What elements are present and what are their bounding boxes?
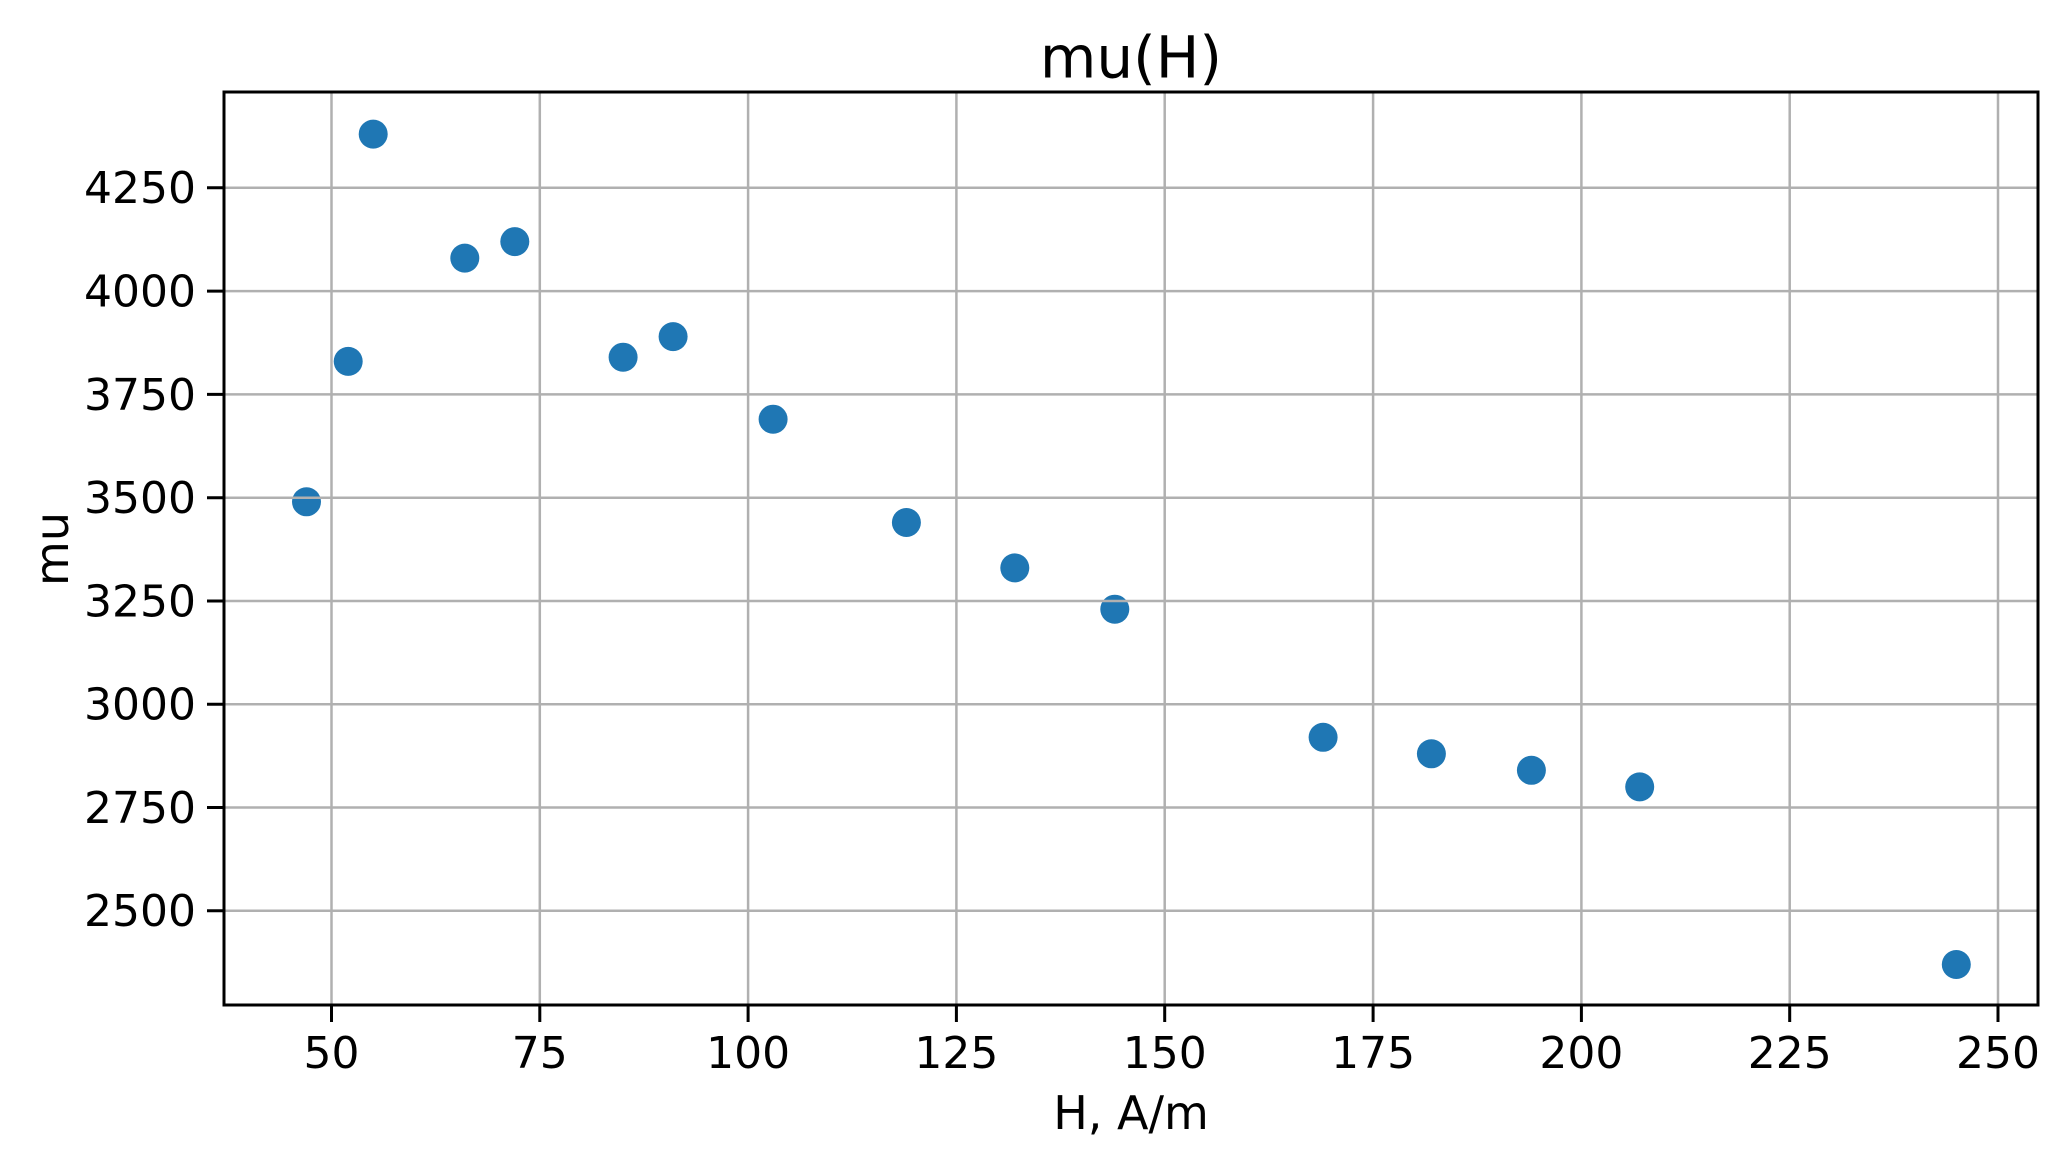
data-point — [891, 508, 921, 537]
x-axis-label: H, A/m — [1053, 1086, 1209, 1140]
y-tick-label: 2500 — [84, 886, 196, 937]
tick-labels-layer: 50 75 100 125 150 175 200 225 250 2500 2750 3000 325… — [84, 163, 2040, 1079]
x-tick-label: 75 — [512, 1028, 568, 1079]
x-tick-label: 50 — [304, 1028, 360, 1079]
ticks-layer — [207, 186, 2000, 1022]
data-point — [1625, 772, 1655, 802]
data-points-layer — [292, 119, 1971, 979]
data-point — [1100, 594, 1130, 624]
y-tick-label: 3250 — [84, 576, 196, 627]
data-point — [1000, 553, 1030, 583]
x-tick-label: 100 — [706, 1028, 790, 1079]
y-axis-label: mu — [25, 512, 79, 586]
data-point — [1416, 739, 1446, 769]
y-tick-label: 3000 — [84, 680, 196, 731]
x-tick-label: 225 — [1748, 1028, 1832, 1079]
data-point — [608, 342, 638, 372]
y-tick-label: 2750 — [84, 783, 196, 834]
y-tick-label: 3500 — [84, 473, 196, 524]
data-point — [1308, 722, 1338, 752]
x-tick-label: 125 — [914, 1028, 998, 1079]
plot-border — [222, 90, 2040, 1007]
data-point — [333, 346, 363, 376]
data-point — [658, 322, 688, 352]
chart-title: mu(H) — [1040, 23, 1222, 91]
data-point — [500, 227, 530, 257]
y-tick-label: 4250 — [84, 163, 196, 214]
data-point — [1516, 755, 1546, 785]
y-tick-label: 3750 — [84, 370, 196, 421]
x-tick-label: 175 — [1331, 1028, 1415, 1079]
data-point — [358, 119, 388, 149]
x-tick-label: 150 — [1123, 1028, 1207, 1079]
x-tick-label: 250 — [1956, 1028, 2040, 1079]
grid-layer — [224, 92, 2038, 1005]
y-tick-label: 4000 — [84, 267, 196, 318]
data-point — [758, 404, 788, 434]
x-tick-label: 200 — [1539, 1028, 1623, 1079]
data-point — [1941, 950, 1971, 979]
data-point — [292, 487, 321, 517]
data-point — [450, 243, 480, 273]
